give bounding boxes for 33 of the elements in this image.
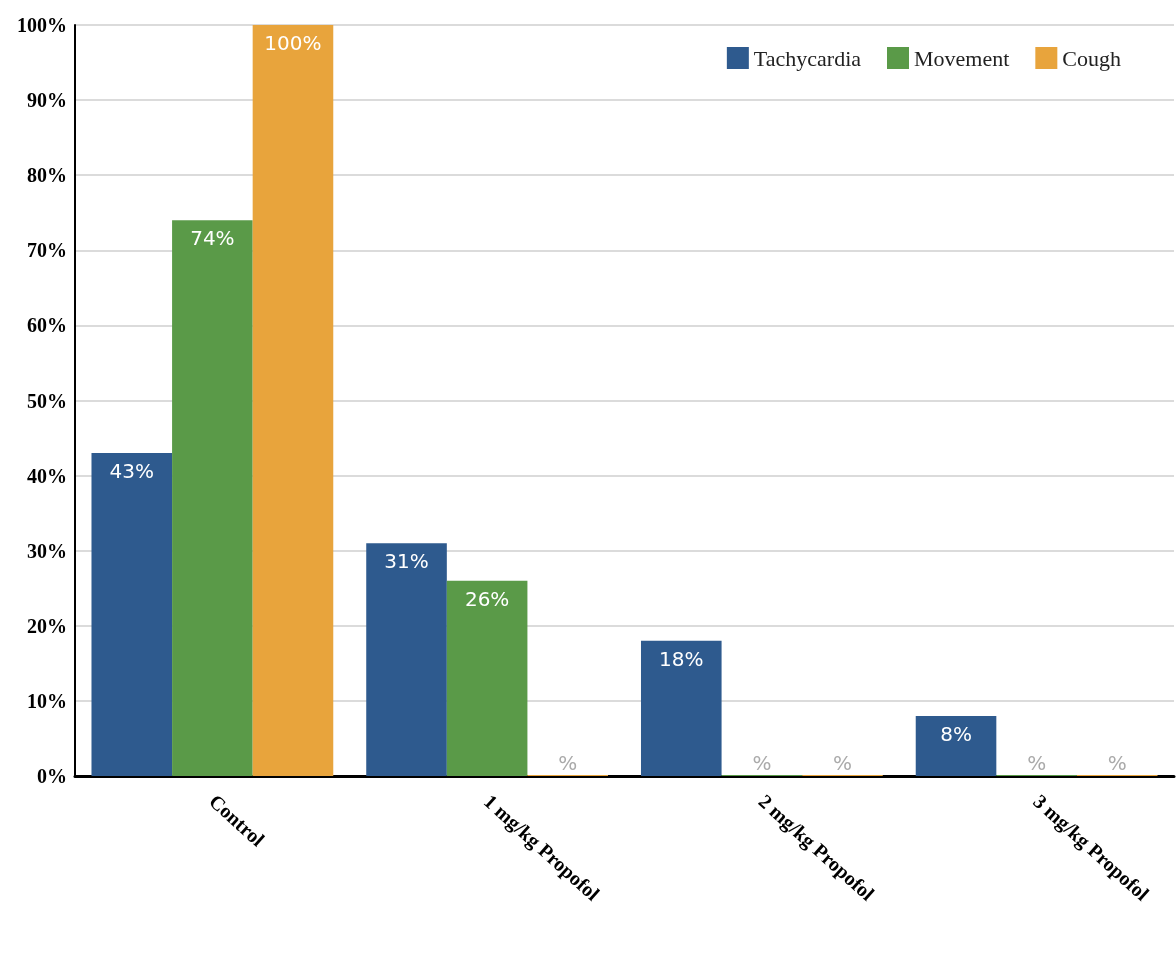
data-label: 31% xyxy=(384,549,429,574)
y-tick-label: 60% xyxy=(27,314,67,337)
legend-label: Movement xyxy=(914,45,1010,71)
y-tick-label: 40% xyxy=(27,464,67,487)
y-tick-label: 70% xyxy=(27,239,67,262)
bar xyxy=(172,220,253,776)
bar xyxy=(252,25,334,776)
y-tick-label: 100% xyxy=(17,14,67,36)
data-label: 100% xyxy=(264,31,322,55)
data-label: 18% xyxy=(659,646,704,671)
data-label: % xyxy=(1107,751,1127,775)
legend-label: Cough xyxy=(1062,45,1122,71)
y-tick-label: 80% xyxy=(27,164,67,187)
data-label: 43% xyxy=(109,459,155,484)
y-tick-label: 10% xyxy=(27,689,67,712)
data-label: % xyxy=(1027,751,1047,775)
legend-label: Tachycardia xyxy=(753,45,862,71)
data-label: 26% xyxy=(464,586,510,611)
data-label: 8% xyxy=(940,721,972,746)
bar xyxy=(446,580,528,776)
bar xyxy=(640,640,722,776)
data-label: % xyxy=(832,751,852,775)
y-tick-label: 0% xyxy=(37,765,67,787)
data-label: % xyxy=(558,751,578,775)
y-tick-label: 90% xyxy=(27,89,67,112)
bar xyxy=(366,543,447,776)
bar xyxy=(91,453,173,776)
y-tick-label: 50% xyxy=(27,389,67,412)
y-tick-label: 30% xyxy=(27,539,67,562)
data-label: 74% xyxy=(190,226,235,251)
y-tick-label: 20% xyxy=(27,614,67,637)
data-label: % xyxy=(752,751,772,775)
bar xyxy=(915,715,997,776)
